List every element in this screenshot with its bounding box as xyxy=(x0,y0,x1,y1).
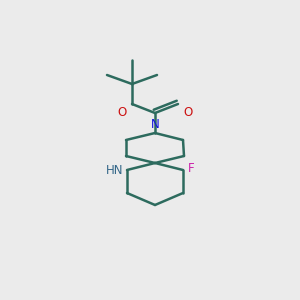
Text: N: N xyxy=(151,118,159,131)
Text: O: O xyxy=(183,106,192,119)
Text: HN: HN xyxy=(106,164,123,176)
Text: F: F xyxy=(188,161,195,175)
Text: O: O xyxy=(118,106,127,119)
